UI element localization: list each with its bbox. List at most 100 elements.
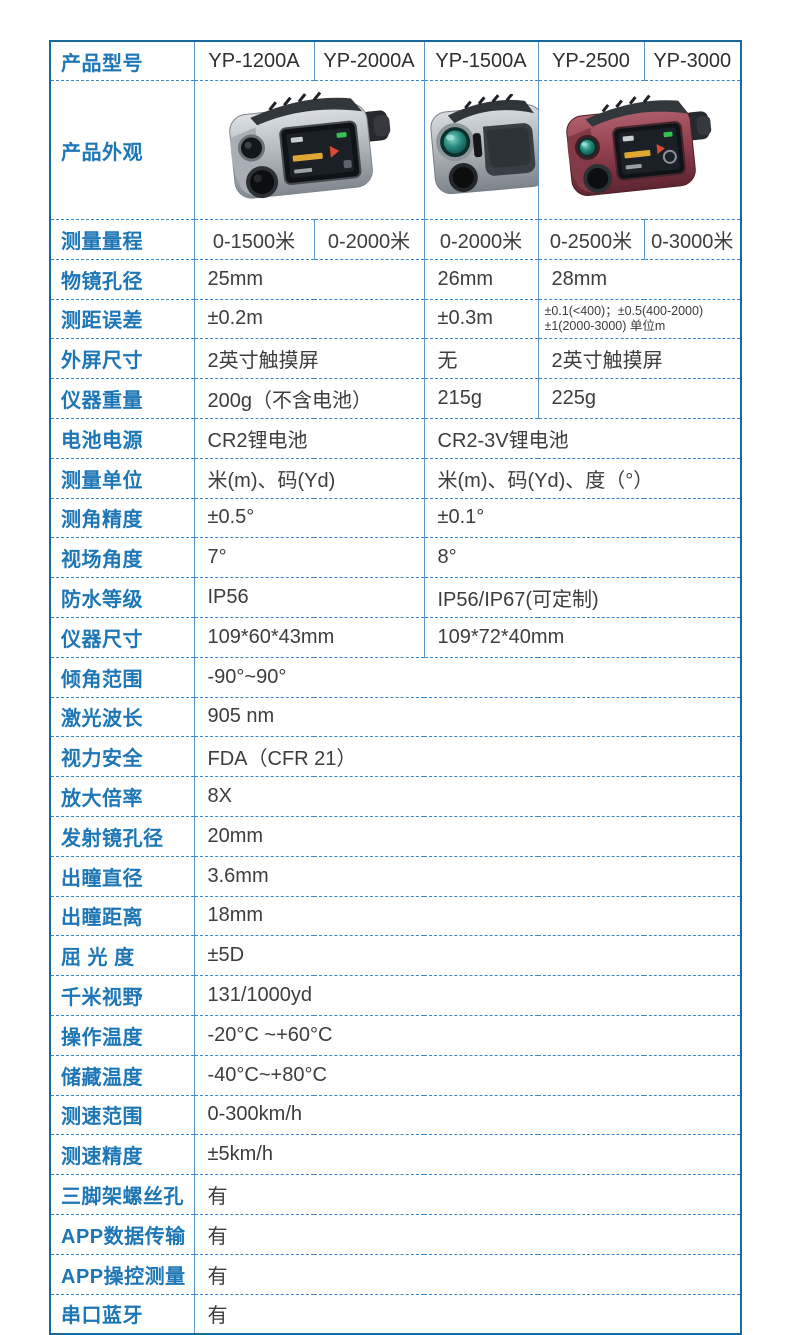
spec-label: 物镜孔径 — [50, 259, 194, 300]
spec-value: 2英寸触摸屏 — [193, 338, 424, 380]
spec-label: 测量单位 — [50, 458, 194, 499]
spec-row: 放大倍率 8X — [50, 776, 741, 817]
spec-label: 视力安全 — [50, 736, 194, 778]
spec-value: 905 nm — [193, 697, 741, 738]
spec-value: 0-2000米 — [423, 219, 538, 260]
spec-value: 0-300km/h — [193, 1095, 741, 1136]
spec-row: 储藏温度 -40°C~+80°C — [50, 1055, 741, 1096]
spec-row: 出瞳距离 18mm — [50, 896, 741, 937]
spec-label: 仪器重量 — [50, 378, 194, 419]
rangefinder-silver-touchscreen-image — [193, 80, 424, 220]
spec-value: 18mm — [193, 896, 741, 937]
rangefinder-silver-touchscreen-illustration — [229, 91, 391, 199]
spec-value: 0-3000米 — [643, 219, 741, 260]
spec-row: 测速精度 ±5km/h — [50, 1134, 741, 1176]
spec-row: 仪器尺寸 109*60*43mm 109*72*40mm — [50, 617, 741, 658]
spec-value: IP56/IP67(可定制) — [423, 577, 741, 618]
spec-value: 8° — [423, 537, 741, 579]
spec-value: -40°C~+80°C — [193, 1055, 741, 1096]
model-name: YP-2000A — [313, 41, 424, 81]
spec-value: 有 — [193, 1254, 741, 1295]
spec-value: -90°~90° — [193, 657, 741, 698]
spec-label: 测距误差 — [50, 299, 194, 340]
spec-label: 千米视野 — [50, 975, 194, 1016]
spec-row: 测距误差 ±0.2m ±0.3m ±0.1(<400)；±0.5(400-2000) ±… — [50, 299, 741, 340]
spec-value: 131/1000yd — [193, 975, 741, 1016]
spec-value: 0-2500米 — [537, 219, 644, 260]
model-name: YP-2500 — [537, 41, 644, 81]
spec-value: 0-2000米 — [313, 219, 424, 260]
spec-value: ±0.2m — [193, 299, 424, 340]
spec-row: 三脚架螺丝孔有 — [50, 1174, 741, 1215]
model-name: YP-1500A — [423, 41, 538, 81]
spec-value: 28mm — [537, 259, 741, 300]
spec-label: 测速精度 — [50, 1134, 194, 1176]
appearance-row: 产品外观 — [50, 80, 741, 220]
spec-row: 物镜孔径 25mm 26mm 28mm — [50, 259, 741, 300]
rangefinder-red-touchscreen-illustration — [566, 94, 712, 197]
spec-label: 测量量程 — [50, 219, 194, 260]
spec-label: 发射镜孔径 — [50, 816, 194, 857]
spec-row: 发射镜孔径 20mm — [50, 816, 741, 857]
spec-value: 有 — [193, 1294, 741, 1335]
spec-value: 米(m)、码(Yd) — [193, 458, 424, 499]
spec-label: 倾角范围 — [50, 657, 194, 698]
spec-value: 有 — [193, 1174, 741, 1215]
spec-value: 3.6mm — [193, 856, 741, 897]
spec-label: APP数据传输 — [50, 1214, 194, 1255]
spec-label: 仪器尺寸 — [50, 617, 194, 658]
spec-label: 屈 光 度 — [50, 935, 194, 977]
spec-value: CR2-3V锂电池 — [423, 418, 741, 459]
spec-row: APP操控测量有 — [50, 1254, 741, 1295]
spec-value: 2英寸触摸屏 — [537, 338, 741, 380]
spec-value-line: ±0.1(<400)；±0.5(400-2000) — [544, 303, 704, 318]
spec-row: 视力安全 FDA（CFR 21） — [50, 736, 741, 778]
spec-row: 测量单位 米(m)、码(Yd) 米(m)、码(Yd)、度（°） — [50, 458, 741, 499]
spec-label: 储藏温度 — [50, 1055, 194, 1096]
spec-value-line: ±1(2000-3000) 单位m — [544, 318, 666, 333]
spec-value: 109*72*40mm — [423, 617, 741, 658]
spec-value: 26mm — [423, 259, 538, 300]
spec-label: 出瞳距离 — [50, 896, 194, 937]
spec-value: 米(m)、码(Yd)、度（°） — [423, 458, 741, 499]
spec-value: ±0.3m — [423, 299, 538, 340]
spec-value: 8X — [193, 776, 741, 817]
spec-value: 20mm — [193, 816, 741, 857]
spec-label: 视场角度 — [50, 537, 194, 579]
spec-row: APP数据传输有 — [50, 1214, 741, 1255]
spec-value: 109*60*43mm — [193, 617, 424, 658]
spec-value: -20°C ~+60°C — [193, 1015, 741, 1056]
spec-label: 放大倍率 — [50, 776, 194, 817]
spec-value: 7° — [193, 537, 424, 579]
spec-value: 无 — [423, 338, 538, 380]
spec-row: 千米视野 131/1000yd — [50, 975, 741, 1016]
spec-label: 测速范围 — [50, 1095, 194, 1136]
spec-row: 倾角范围 -90°~90° — [50, 657, 741, 698]
spec-label: 三脚架螺丝孔 — [50, 1174, 194, 1215]
spec-row: 串口蓝牙 有 — [50, 1294, 741, 1335]
spec-row: 出瞳直径 3.6mm — [50, 856, 741, 897]
spec-value: 0-1500米 — [193, 219, 314, 260]
spec-row: 防水等级 IP56 IP56/IP67(可定制) — [50, 577, 741, 618]
spec-label: 外屏尺寸 — [50, 338, 194, 380]
spec-label: 测角精度 — [50, 498, 194, 539]
spec-table-body: 产品型号 YP-1200A YP-2000A YP-1500A YP-2500 YP-30… — [50, 41, 741, 1335]
spec-row: 测角精度 ±0.5° ±0.1° — [50, 498, 741, 539]
spec-row: 电池电源 CR2锂电池 CR2-3V锂电池 — [50, 418, 741, 459]
spec-label: 操作温度 — [50, 1015, 194, 1056]
appearance-label: 产品外观 — [50, 80, 194, 220]
spec-value: ±0.1° — [423, 498, 741, 539]
spec-value: ±5D — [193, 935, 741, 977]
spec-label: 激光波长 — [50, 697, 194, 738]
spec-value: IP56 — [193, 577, 424, 618]
spec-row: 操作温度 -20°C ~+60°C — [50, 1015, 741, 1056]
rangefinder-red-touchscreen-image — [537, 80, 741, 220]
model-name: YP-1200A — [193, 41, 314, 81]
spec-row: 激光波长 905 nm — [50, 697, 741, 738]
spec-row: 屈 光 度 ±5D — [50, 935, 741, 977]
spec-value: 200g（不含电池） — [193, 378, 424, 419]
spec-value: ±0.1(<400)；±0.5(400-2000) ±1(2000-3000) 单… — [537, 299, 741, 340]
spec-value: 有 — [193, 1214, 741, 1255]
spec-value: ±0.5° — [193, 498, 424, 539]
spec-label: 电池电源 — [50, 418, 194, 459]
